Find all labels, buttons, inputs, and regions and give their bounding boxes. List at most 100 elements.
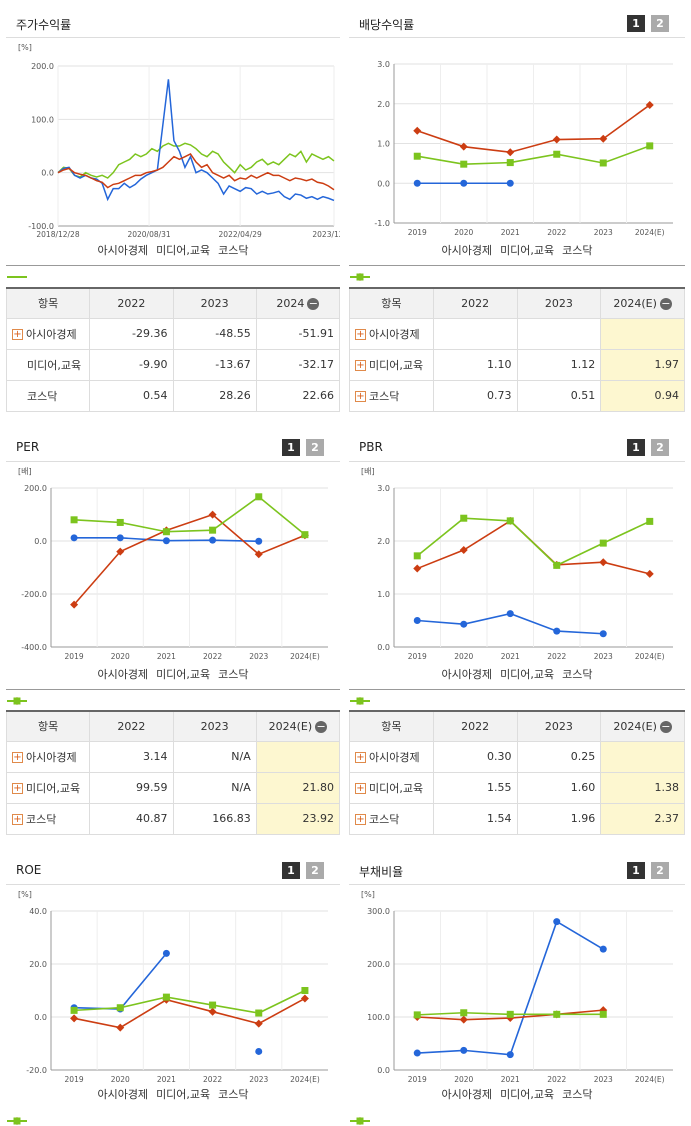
roe-panel: ROE 1 2 [%] 40.0 20.0 0.0 -20.0 2019 2020 2021 2… — [6, 855, 340, 1125]
expand-icon[interactable]: + — [355, 752, 366, 763]
value-cell: 0.30 — [432, 740, 518, 773]
expand-icon[interactable]: + — [12, 329, 23, 340]
page-1-button[interactable]: 1 — [627, 439, 645, 456]
collapse-icon[interactable]: − — [659, 296, 672, 310]
data-point — [506, 1051, 514, 1059]
collapse-icon[interactable]: − — [659, 719, 672, 733]
value-cell: 23.92 — [255, 802, 341, 835]
panel-header: 주가수익률 — [6, 8, 340, 38]
table-row: + 코스닥 0.73 0.51 0.94 — [349, 379, 685, 412]
data-point — [459, 546, 468, 555]
expand-icon[interactable]: + — [355, 814, 366, 825]
value-cell: 0.51 — [516, 379, 602, 412]
table-header-cell: 2022 — [89, 287, 174, 319]
data-point — [460, 514, 468, 522]
data-point — [255, 493, 263, 501]
page-2-button[interactable]: 2 — [306, 862, 324, 879]
value-cell: 0.73 — [432, 379, 518, 412]
pbr-panel: PBR 1 2 [배] 3.0 2.0 1.0 0.0 2019 2020 2021 2022 2… — [349, 432, 685, 705]
data-point — [646, 142, 654, 150]
expand-icon[interactable]: + — [355, 783, 366, 794]
table-header-cell: 2024− — [255, 287, 341, 319]
page-1-button[interactable]: 1 — [627, 15, 645, 32]
legend-marker — [350, 1117, 370, 1125]
y-tick-label: 0.0 — [377, 1066, 390, 1075]
page-2-button[interactable]: 2 — [651, 15, 669, 32]
data-point — [70, 516, 78, 524]
row-name-cell: + 아시아경제 — [349, 317, 434, 350]
series-line — [57, 79, 335, 202]
x-tick-label: 2019 — [65, 652, 84, 661]
data-point — [599, 630, 607, 638]
table-header-cell: 2022 — [89, 710, 174, 742]
expand-icon[interactable]: + — [12, 814, 23, 825]
data-point — [301, 531, 309, 539]
expand-icon[interactable]: + — [355, 391, 366, 402]
x-tick-label: 2023/12/28 — [312, 230, 340, 238]
expand-icon[interactable]: + — [12, 783, 23, 794]
series-line — [57, 153, 335, 191]
legend-item: 코스닥 — [350, 666, 593, 705]
series-line — [74, 495, 306, 536]
expand-icon[interactable]: + — [355, 329, 366, 340]
legend-item: 코스닥 — [350, 242, 593, 281]
collapse-icon[interactable]: − — [315, 719, 328, 733]
table-header-cell: 2024(E) − — [600, 287, 685, 319]
legend-item: 아시아경제 — [350, 666, 493, 705]
table-row: + 미디어,교육 1.55 1.60 1.38 — [349, 771, 685, 804]
per-table: 항목 2022 2023 2024(E) − + 아시아경제 3.14 N/A + 미디어,교육 99… — [5, 710, 341, 835]
collapse-icon[interactable]: − — [307, 296, 320, 310]
page-2-button[interactable]: 2 — [651, 439, 669, 456]
row-name-cell: + 아시아경제 — [5, 740, 91, 773]
table-header-cell: 2024(E) − — [255, 710, 341, 742]
legend-item: 미디어,교육 — [7, 1086, 210, 1125]
page-2-button[interactable]: 2 — [651, 862, 669, 879]
row-name-cell: + 아시아경제 — [349, 740, 434, 773]
data-point — [599, 1010, 607, 1018]
data-point — [413, 564, 422, 573]
y-tick-label: 3.0 — [377, 484, 390, 493]
data-point — [209, 526, 217, 534]
x-tick-label: 2021 — [501, 652, 520, 661]
legend-item: 아시아경제 — [350, 242, 492, 281]
page-2-button[interactable]: 2 — [306, 439, 324, 456]
data-point — [162, 993, 170, 1001]
unit-label: [배] — [18, 467, 32, 476]
legend-label: 코스닥 — [218, 1088, 249, 1101]
per-chart: [배] 200.0 0.0 -200.0 -400.0 2019 2020 2021 2022 2… — [18, 467, 328, 661]
y-tick-label: -200.0 — [21, 590, 47, 599]
y-tick-label: 200.0 — [367, 960, 390, 969]
legend-label: 아시아경제 — [441, 668, 493, 681]
table-header-cell: 2022 — [432, 287, 518, 319]
legend-label: 코스닥 — [218, 668, 249, 681]
debt-ratio-chart: [%] 300.0 200.0 100.0 0.0 2019 2020 2021 2022 202… — [361, 890, 673, 1084]
unit-label: [%] — [18, 890, 32, 899]
legend-item: 코스닥 — [7, 242, 249, 278]
value-cell — [516, 317, 602, 350]
page-1-button[interactable]: 1 — [282, 862, 300, 879]
value-cell — [255, 740, 341, 773]
expand-icon[interactable]: + — [355, 360, 366, 371]
data-point — [506, 159, 514, 167]
data-point — [646, 517, 654, 525]
table-row: 미디어,교육 -9.90 -13.67 -32.17 — [5, 348, 341, 381]
page-1-button[interactable]: 1 — [282, 439, 300, 456]
expand-icon[interactable]: + — [12, 752, 23, 763]
legend-item: 아시아경제 — [7, 1086, 148, 1125]
data-point — [553, 918, 561, 926]
page-1-button[interactable]: 1 — [627, 862, 645, 879]
legend-marker — [7, 1117, 27, 1125]
legend-label: 아시아경제 — [441, 1088, 493, 1101]
series-line — [57, 142, 335, 179]
series-line — [417, 920, 604, 1056]
data-point — [413, 126, 422, 135]
pbr-chart: [배]3.0 2.0 1.0 0.0 2019 2020 2021 2022 2023 2024(… — [361, 467, 673, 661]
data-point — [162, 528, 170, 536]
value-cell: 0.94 — [600, 379, 685, 412]
legend-marker — [350, 273, 370, 281]
x-tick-label: 2022 — [547, 1075, 566, 1084]
x-tick-label: 2022/04/29 — [219, 230, 262, 238]
data-point — [413, 1049, 421, 1057]
y-tick-label: 1.0 — [377, 590, 390, 599]
legend-label: 아시아경제 — [97, 668, 149, 681]
